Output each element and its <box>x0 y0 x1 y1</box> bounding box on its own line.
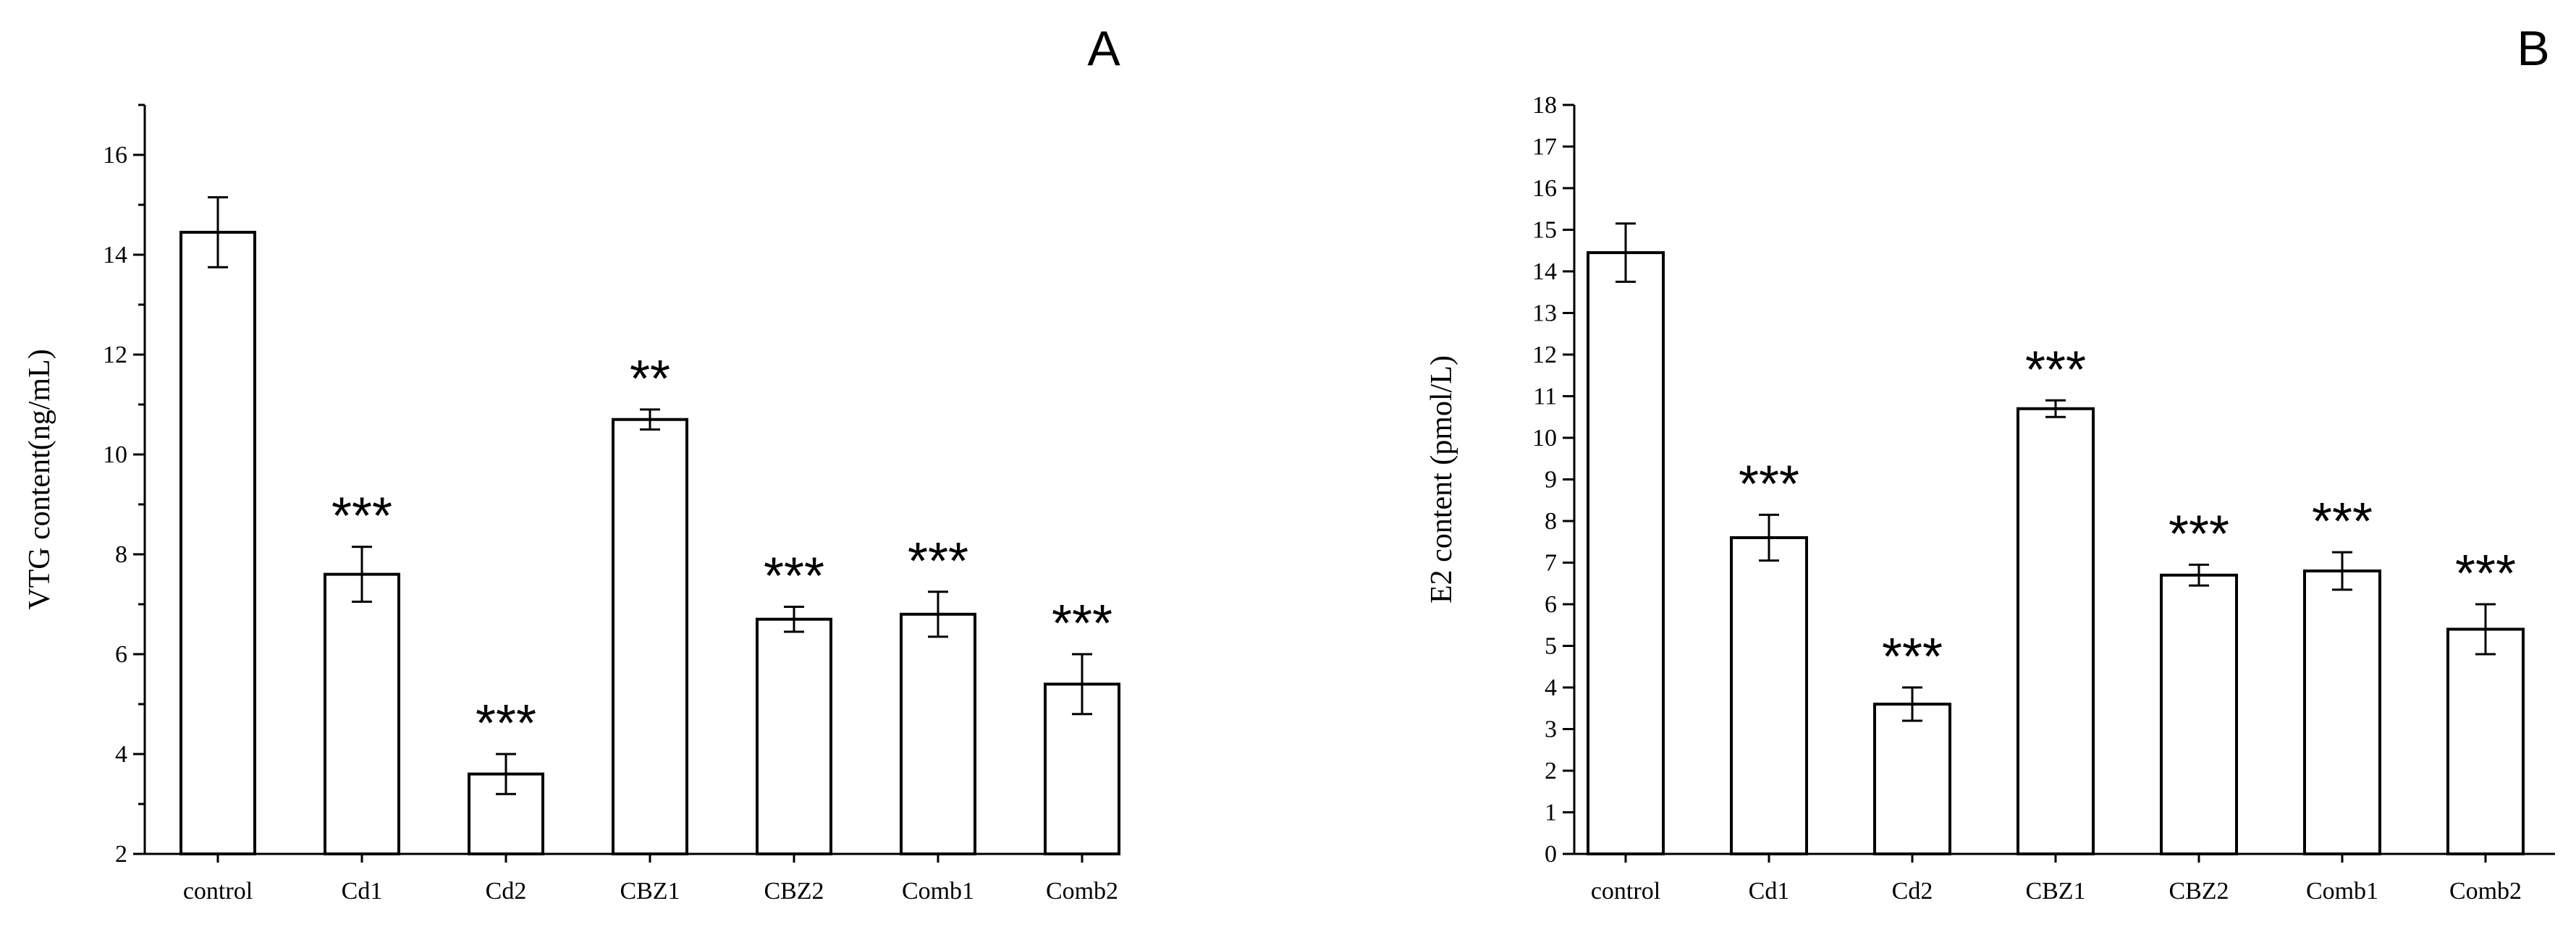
significance-marker: *** <box>1052 595 1112 653</box>
y-tick-label: 5 <box>1545 633 1557 660</box>
y-tick-label: 6 <box>115 641 127 668</box>
y-tick-label: 3 <box>1545 716 1557 743</box>
bar <box>1587 251 1665 855</box>
panel-label: B <box>2517 21 2549 76</box>
y-tick-label: 0 <box>1545 841 1557 868</box>
y-tick-label: 2 <box>1545 758 1557 784</box>
bar <box>756 617 832 855</box>
bar <box>2446 627 2525 855</box>
significance-marker: *** <box>2312 493 2373 551</box>
significance-marker: *** <box>2169 505 2229 563</box>
bar <box>1730 536 1808 855</box>
y-tick-label: 10 <box>103 441 127 468</box>
bar <box>180 230 256 855</box>
x-tick-label: control <box>183 878 253 905</box>
x-tick-label: Cd1 <box>1749 878 1790 905</box>
y-tick-label: 14 <box>1532 258 1557 285</box>
bar <box>324 572 400 855</box>
y-tick-label: 1 <box>1545 800 1557 826</box>
significance-marker: *** <box>331 488 392 546</box>
x-tick-label: Comb1 <box>2306 878 2378 905</box>
x-tick-label: Cd2 <box>1892 878 1933 905</box>
y-tick-label: 18 <box>1532 92 1557 119</box>
significance-marker: *** <box>2025 341 2086 399</box>
significance-marker: *** <box>908 533 968 591</box>
y-tick-label: 17 <box>1532 134 1557 161</box>
x-tick-label: Comb2 <box>1046 878 1118 905</box>
x-tick-label: CBZ2 <box>2169 878 2229 905</box>
bar <box>612 418 688 855</box>
y-tick-label: 13 <box>1532 300 1557 327</box>
significance-marker: *** <box>764 547 824 605</box>
x-tick-label: Comb2 <box>2449 878 2522 905</box>
y-tick-label: 12 <box>1532 342 1557 368</box>
y-tick-label: 4 <box>115 741 127 768</box>
bar <box>2160 573 2238 855</box>
bar <box>900 612 976 855</box>
y-tick-label: 14 <box>103 242 127 268</box>
y-tick-label: 15 <box>1532 217 1557 244</box>
x-tick-label: Cd1 <box>342 878 383 905</box>
x-tick-label: Cd2 <box>486 878 527 905</box>
significance-marker: *** <box>476 695 536 753</box>
significance-marker: *** <box>2455 545 2516 603</box>
y-axis-title: VTG content(ng/mL) <box>23 349 56 609</box>
bar <box>2017 407 2095 855</box>
x-tick-label: CBZ2 <box>764 878 824 905</box>
x-tick-label: control <box>1591 878 1660 905</box>
y-tick-label: 11 <box>1533 384 1557 410</box>
x-tick-label: CBZ1 <box>620 878 680 905</box>
x-tick-label: Comb1 <box>902 878 974 905</box>
y-tick-label: 2 <box>115 841 127 868</box>
x-tick-label: CBZ1 <box>2025 878 2085 905</box>
significance-marker: *** <box>1882 628 1943 686</box>
y-axis-title: E2 content (pmol/L) <box>1425 355 1458 604</box>
panel-label: A <box>1087 21 1120 76</box>
y-tick-label: 4 <box>1545 674 1557 701</box>
y-tick-label: 8 <box>115 541 127 568</box>
y-tick-label: 10 <box>1532 425 1557 452</box>
bar <box>2303 570 2381 855</box>
y-tick-label: 12 <box>103 342 127 368</box>
bar <box>1873 703 1951 855</box>
y-tick-label: 8 <box>1545 508 1557 535</box>
significance-marker: ** <box>630 350 670 408</box>
significance-marker: *** <box>1739 455 1799 513</box>
y-tick-label: 16 <box>103 142 127 169</box>
y-tick-label: 7 <box>1545 550 1557 577</box>
y-tick-label: 9 <box>1545 467 1557 494</box>
y-tick-label: 6 <box>1545 591 1557 618</box>
y-tick-label: 16 <box>1532 175 1557 202</box>
